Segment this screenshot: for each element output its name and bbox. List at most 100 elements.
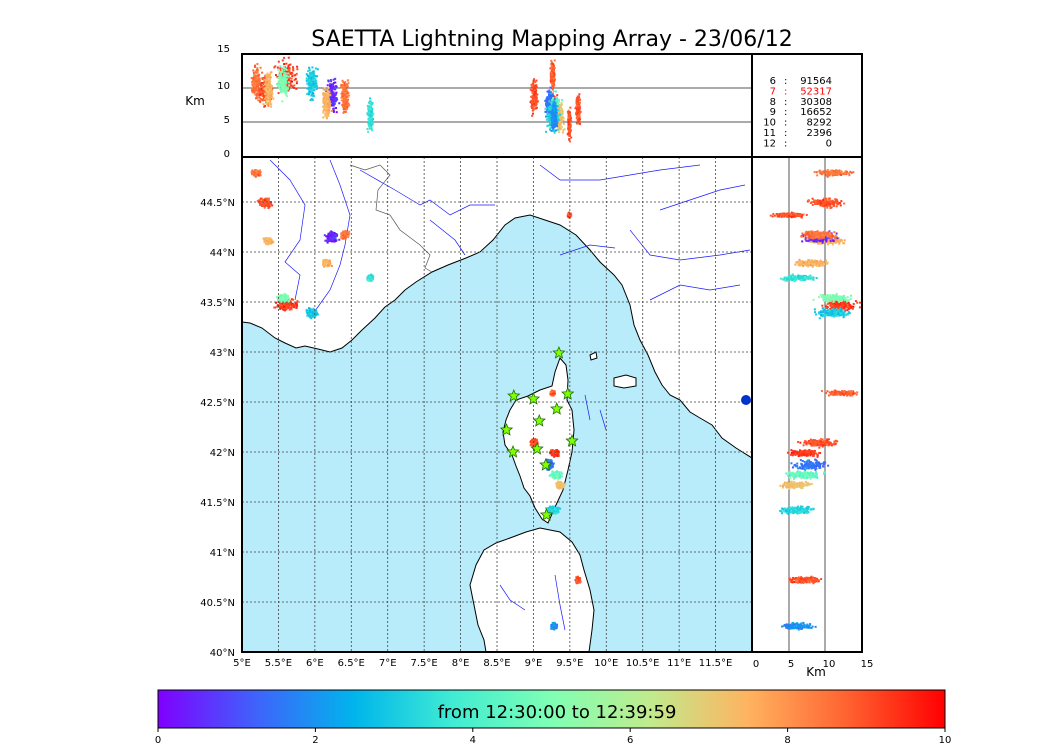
colorbar-tick-label: 8: [784, 735, 790, 746]
station-count-value: 0: [826, 138, 832, 149]
station-count-separator: :: [784, 97, 787, 108]
lightning-cluster: [273, 298, 299, 312]
side-cluster: [790, 458, 830, 471]
side-cluster: [769, 211, 808, 219]
time-colorbar: from 12:30:00 to 12:39:59 0 2 4 6 8 10: [155, 689, 952, 746]
station-star-icon: [532, 413, 547, 427]
lightning-cluster: [340, 230, 351, 240]
longitude-tick-label: 8°E: [452, 658, 470, 669]
lightning-cluster: [256, 197, 274, 210]
altitude-longitude-panel: Km 0 5 10 15: [185, 44, 753, 160]
station-count-separator: :: [784, 107, 787, 118]
station-count-key: 11: [763, 128, 776, 139]
latitude-tick-label: 40.5°N: [200, 598, 235, 609]
latitude-tick-label: 41.5°N: [200, 498, 235, 509]
side-cluster: [806, 197, 846, 210]
station-star-icon: [526, 391, 541, 405]
altitude-cluster: [276, 65, 291, 103]
lightning-cluster: [544, 505, 562, 515]
station-count-key: 8: [770, 97, 776, 108]
mainland-landmass: [242, 157, 752, 459]
station-count-separator: :: [784, 128, 787, 139]
lightning-cluster: [322, 258, 333, 268]
altitude-tick: 5: [224, 115, 230, 126]
station-count-separator: :: [784, 118, 787, 129]
station-star-icon: [539, 507, 554, 521]
station-count-key: 10: [763, 118, 776, 129]
station-count-value: 52317: [800, 86, 832, 97]
altitude-cluster: [574, 93, 582, 125]
side-cluster: [812, 292, 852, 303]
side-cluster: [781, 621, 817, 631]
station-count-table: 6: 91564 7: 52317 8: 30308 9: 16652 10: 8292 11: 23…: [751, 53, 863, 158]
station-count-separator: :: [784, 76, 787, 87]
longitude-tick-label: 10°E: [594, 658, 618, 669]
station-count-value: 2396: [807, 128, 832, 139]
station-count-separator: :: [784, 86, 787, 97]
latitude-tick-label: 44°N: [210, 248, 235, 259]
longitude-tick-label: 5°E: [233, 658, 251, 669]
side-tick: 15: [861, 659, 874, 670]
station-count-value: 8292: [807, 118, 832, 129]
side-cluster: [779, 505, 815, 515]
station-star-icon: [561, 386, 575, 400]
lightning-cluster: [262, 237, 275, 246]
altitude-latitude-panel: 0 5 10 15 Km: [741, 156, 874, 679]
colorbar-tick-label: 6: [627, 735, 633, 746]
station-star-icon: [539, 457, 553, 471]
altitude-cluster: [550, 98, 559, 132]
side-cluster: [800, 230, 838, 240]
altitude-tick: 0: [224, 149, 230, 160]
chart-title: SAETTA Lightning Mapping Array - 23/06/1…: [311, 27, 792, 52]
colorbar-tick-label: 4: [470, 735, 476, 746]
lightning-cluster: [549, 449, 560, 458]
station-star-icon: [549, 401, 564, 415]
colorbar-ticks: 0 2 4 6 8 10: [155, 728, 952, 746]
station-star-icon: [565, 433, 579, 447]
altitude-cluster: [549, 59, 556, 95]
side-axis-label: Km: [806, 665, 826, 679]
side-cluster: [820, 389, 859, 397]
longitude-tick-label: 7.5°E: [411, 658, 438, 669]
station-star-icon: [506, 444, 520, 458]
longitude-tick-label: 8.5°E: [483, 658, 510, 669]
colorbar-gradient: [157, 689, 946, 729]
lightning-cluster: [250, 169, 262, 178]
longitude-tick-label: 6.5°E: [338, 658, 365, 669]
station-count-key: 9: [770, 107, 776, 118]
station-count-value: 30308: [800, 97, 832, 108]
altitude-axis-ticks: 0 5 10 15: [217, 44, 230, 160]
river: [269, 159, 751, 631]
altitude-cluster: [366, 97, 375, 133]
side-cluster: [779, 273, 818, 283]
lightning-cluster: [366, 273, 375, 283]
altitude-cluster: [262, 71, 275, 108]
side-cluster: [779, 480, 813, 490]
side-tick: 10: [823, 659, 836, 670]
side-axis-ticks: 0 5 10 15: [753, 659, 874, 670]
lightning-cluster: [305, 307, 319, 320]
map-panel: 5°E 5.5°E 6°E 6.5°E 7°E 7.5°E 8°E 8.5°E 9°E 9.5°E…: [200, 156, 753, 669]
latitude-tick-label: 42.5°N: [200, 398, 235, 409]
side-panel-frame: [751, 156, 863, 653]
colorbar-tick-label: 10: [939, 735, 952, 746]
longitude-tick-label: 7°E: [379, 658, 397, 669]
side-cluster: [813, 307, 851, 320]
station-star-icon: [507, 388, 521, 402]
side-tick: 0: [753, 659, 759, 670]
lightning-cluster: [549, 389, 556, 397]
lightning-cluster: [276, 292, 291, 303]
side-cluster: [794, 258, 829, 268]
altitude-cluster: [566, 106, 573, 143]
side-lightning-points: [769, 169, 862, 631]
longitude-tick-label: 11.5°E: [699, 658, 733, 669]
lightning-cluster: [574, 575, 582, 585]
colorbar-label: from 12:30:00 to 12:39:59: [438, 702, 677, 723]
side-cluster: [785, 470, 826, 480]
map-lightning-points: [250, 169, 582, 631]
side-cluster: [788, 575, 823, 585]
latitude-tick-label: 41°N: [210, 548, 235, 559]
side-tick: 5: [788, 659, 794, 670]
side-cluster: [786, 449, 822, 458]
